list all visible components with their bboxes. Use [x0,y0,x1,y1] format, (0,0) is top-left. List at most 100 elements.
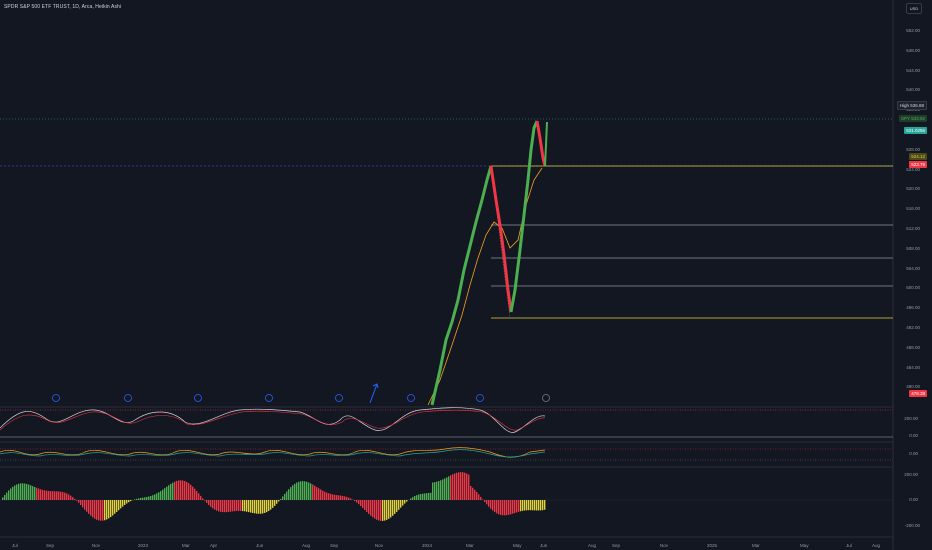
histogram-bar [474,489,476,500]
histogram-bar [376,500,378,520]
histogram-bar [232,500,234,512]
histogram-bar [418,494,420,500]
histogram-bar [224,500,226,513]
histogram-bar [448,476,450,500]
histogram-bar [414,495,416,500]
histogram-bar [526,500,528,511]
histogram-bar [450,475,452,500]
histogram-bar [404,500,406,504]
histogram-bar [52,491,54,500]
histogram-bar [318,488,320,500]
histogram-bar [440,480,442,500]
time-tick: Sep [612,543,621,548]
osc3-tick: 200.00 [904,472,918,477]
price-path-up-2 [509,120,539,313]
time-tick: May [800,543,809,548]
histogram-bar [424,493,426,500]
histogram-bar [446,477,448,500]
histogram-bar [70,495,72,500]
price-tick: 524.00 [906,166,920,172]
histogram-bar [182,480,184,500]
histogram-bar [412,497,414,500]
histogram-bar [400,500,402,508]
histogram-bar [536,500,538,511]
histogram-bar [322,490,324,500]
histogram-bar [306,481,308,500]
histogram-bar [170,483,172,500]
histogram-bar [282,496,284,500]
time-tick: Jun [540,543,548,548]
histogram-bar [146,496,148,500]
histogram-bar [356,500,358,503]
histogram-bar [480,496,482,500]
time-tick: Sep [330,543,339,548]
histogram-bar [484,500,486,502]
histogram-bar [104,500,106,521]
currency-button[interactable]: USD [906,3,922,14]
histogram-bar [398,500,400,510]
histogram-bar [44,490,46,500]
histogram-bar [222,500,224,513]
histogram-bar [176,480,178,500]
histogram-bar [28,484,30,500]
histogram-bar [14,485,16,500]
histogram-bar [388,500,390,519]
histogram-bar [228,500,230,512]
histogram-bar [384,500,386,521]
histogram-bar [298,481,300,500]
histogram-bar [168,485,170,500]
histogram-bar [362,500,364,508]
histogram-bar [204,500,206,501]
histogram-bar [358,500,360,505]
histogram-bar [10,488,12,500]
histogram-bar [244,500,246,512]
histogram-bar [270,500,272,510]
histogram-bar [54,491,56,500]
histogram-bar [158,492,160,500]
histogram-bar [100,500,102,521]
histogram-bar [288,489,290,500]
high-tag-value: 536.88 [910,103,924,108]
histogram-bar [166,486,168,500]
histogram-bar [538,500,540,511]
histogram-bar [42,489,44,500]
histogram-bar [542,500,544,511]
histogram-bar [466,473,468,500]
current-price-tag: 531.0256 [904,127,927,134]
histogram-bar [310,483,312,500]
histogram-bar [382,500,384,521]
histogram-bar [262,500,264,514]
oscillator2-line-b [0,449,546,458]
histogram-bar [524,500,526,511]
histogram-bar [180,480,182,500]
time-tick: Mar [752,543,760,548]
histogram-bar [112,500,114,516]
histogram-bar [32,486,34,500]
time-tick: Jun [256,543,264,548]
histogram-bar [150,495,152,500]
time-tick: 2025 [707,543,718,548]
histogram-bar [12,486,14,500]
histogram-bar [426,493,428,500]
histogram-bar [178,480,180,500]
histogram-bar [124,500,126,505]
histogram-bar [332,494,334,500]
price-path-up-1 [430,165,493,406]
event-marker-icon[interactable] [52,394,550,402]
histogram-bar [140,497,142,500]
histogram-bar [314,485,316,500]
histogram-bar [396,500,398,512]
histogram-bar [434,482,436,500]
histogram-bar [394,500,396,514]
histogram-bar [330,493,332,500]
histogram-bar [496,500,498,514]
histogram-bar [2,497,4,500]
histogram-bar [300,481,302,500]
histogram-bar [248,500,250,513]
histogram-bar [48,490,50,500]
histogram-bar [40,489,42,500]
histogram-bar [508,500,510,515]
histogram-bar [58,491,60,500]
histogram-bar [392,500,394,516]
